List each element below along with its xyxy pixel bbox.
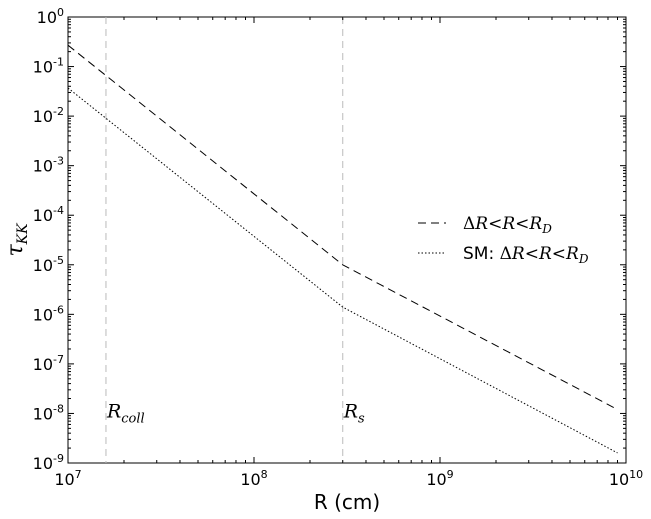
series-lines [67,44,618,454]
x-tick-label: 108 [240,468,267,489]
y-axis-label: τKK [3,222,31,257]
legend-label-0: ΔR<R<RD [463,214,552,236]
y-tick-label: 10-6 [33,303,64,324]
vline-label-0: Rcoll [106,400,145,426]
annotations: Rcoll Rs [106,400,365,426]
y-tick-label: 10-1 [33,56,64,77]
x-tick-label: 1010 [609,468,643,489]
plot-area [67,16,627,464]
x-tick-label: 107 [54,468,81,489]
legend: ΔR<R<RD SM: ΔR<R<RD [418,214,589,266]
y-tick-label: 10-9 [33,452,64,473]
y-tick-label: 10-7 [33,353,64,374]
y-tick-label: 100 [37,6,64,27]
series-line-0 [67,44,618,410]
x-tick-label: 109 [426,468,453,489]
plot-frame [67,16,627,464]
y-tick-label: 10-2 [33,105,64,126]
x-axis-label: R (cm) [314,490,380,514]
y-tick-label: 10-8 [33,402,64,423]
ticks [67,16,627,464]
y-tick-label: 10-4 [33,204,64,225]
series-line-1 [67,87,618,454]
legend-label-1: SM: ΔR<R<RD [463,244,589,266]
vertical-reference-lines [105,17,344,463]
tick-labels: 107 108 109 1010 100 10-1 10-2 10-3 10-4 10-5 10-6… [33,6,644,489]
y-tick-label: 10-5 [33,254,64,275]
y-tick-label: 10-3 [33,155,64,176]
vline-label-1: Rs [343,400,365,426]
